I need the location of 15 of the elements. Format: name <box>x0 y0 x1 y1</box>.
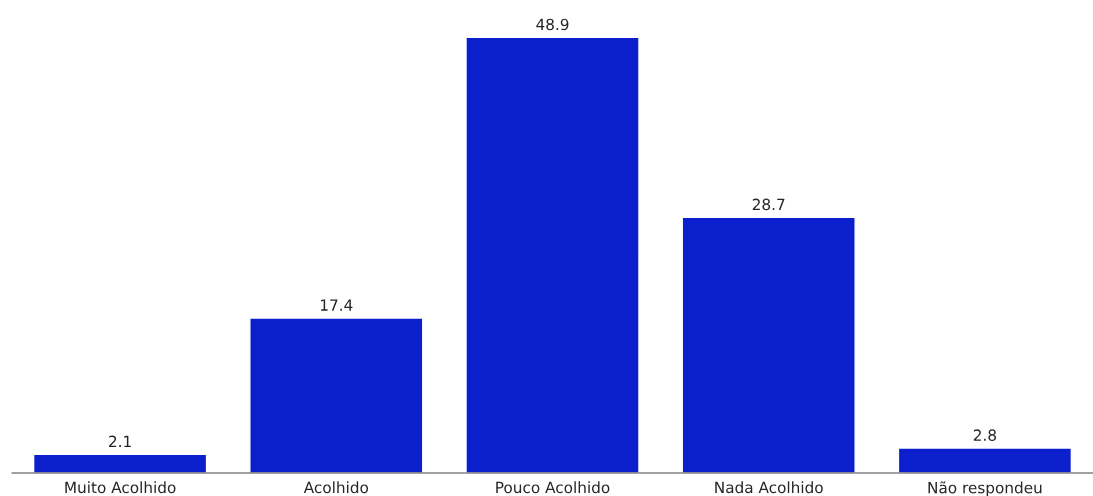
data-label: 28.7 <box>752 198 785 211</box>
x-tick-label: Muito Acolhido <box>65 481 176 494</box>
x-tick-label: Nada Acolhido <box>715 481 823 494</box>
bar <box>681 216 856 473</box>
bar <box>897 447 1073 473</box>
x-tick-label: Pouco Acolhido <box>496 481 610 494</box>
data-label: 2.8 <box>973 429 996 441</box>
data-label: 17.4 <box>320 299 353 311</box>
data-label: 2.1 <box>109 435 131 447</box>
x-tick-label: Acolhido <box>303 481 369 494</box>
bar <box>465 36 640 473</box>
x-tick-label: Não respondeu <box>928 481 1042 496</box>
bar <box>249 317 424 473</box>
bar <box>32 453 208 473</box>
data-label: 48.9 <box>536 18 569 31</box>
